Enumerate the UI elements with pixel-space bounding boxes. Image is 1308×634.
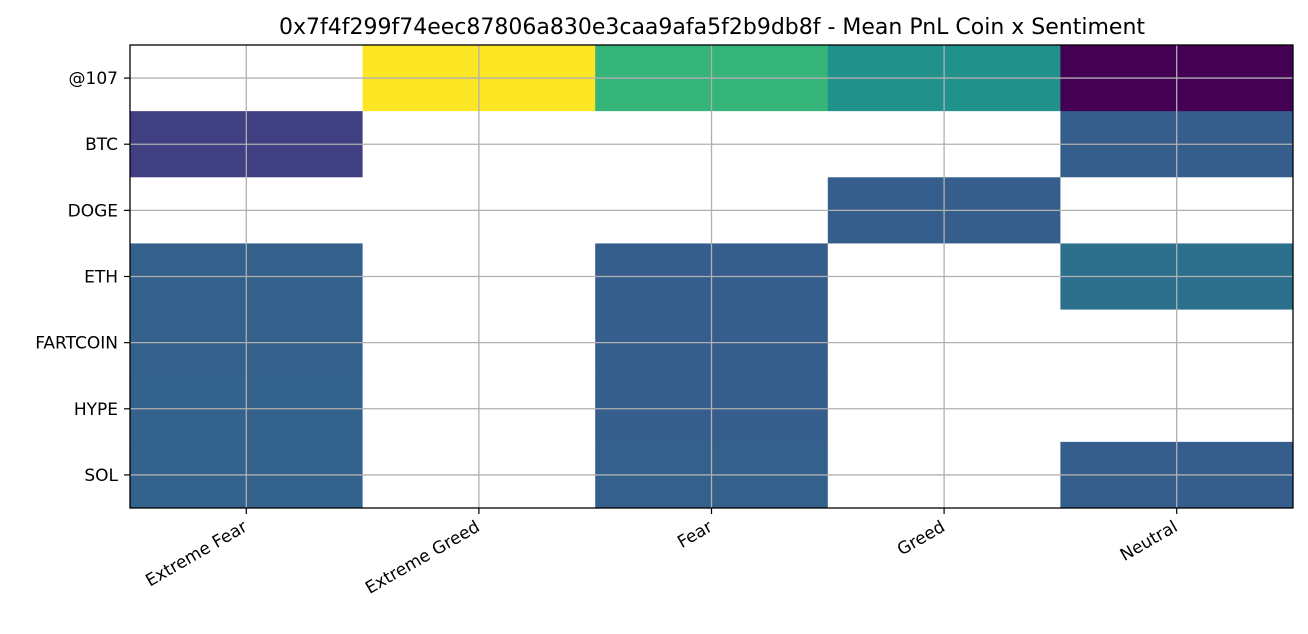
y-axis-ticks: @107 BTC DOGE ETH FARTCOIN HYPE SOL (35, 69, 130, 486)
x-tick-label: Greed (894, 517, 949, 560)
y-tick-label: HYPE (74, 400, 118, 420)
y-tick-label: ETH (84, 268, 118, 288)
y-tick-label: DOGE (68, 201, 118, 221)
grid-lines (130, 45, 1293, 508)
chart-title: 0x7f4f299f74eec87806a830e3caa9afa5f2b9db… (279, 15, 1145, 40)
y-tick-label: @107 (69, 69, 118, 89)
x-tick-label: Extreme Greed (362, 517, 483, 599)
x-axis-ticks: Extreme Fear Extreme Greed Fear Greed Neutra… (142, 508, 1181, 599)
y-tick-label: FARTCOIN (35, 334, 118, 354)
x-tick-label: Neutral (1117, 517, 1181, 566)
y-tick-label: SOL (84, 466, 118, 486)
x-tick-label: Extreme Fear (142, 517, 250, 591)
y-tick-label: BTC (85, 135, 118, 155)
x-tick-label: Fear (674, 517, 716, 553)
